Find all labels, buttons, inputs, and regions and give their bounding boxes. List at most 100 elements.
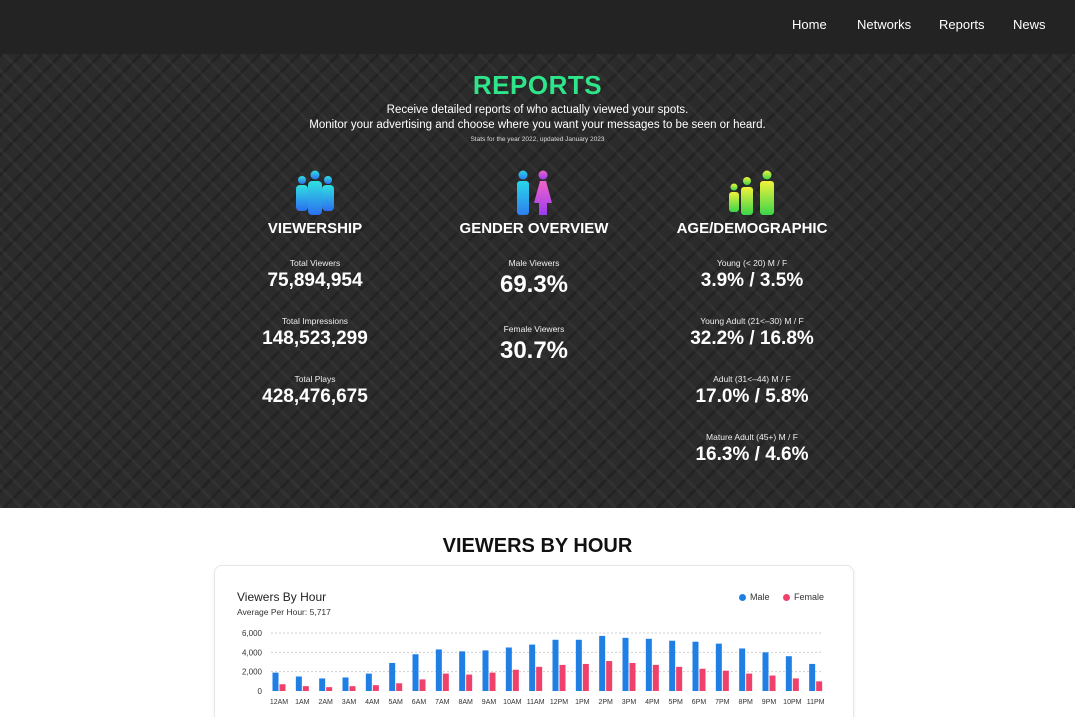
x-tick-label: 12PM — [550, 699, 568, 706]
stat-value: 148,523,299 — [262, 328, 368, 349]
bar-female-6am[interactable] — [419, 679, 426, 691]
stat-value: 30.7% — [499, 337, 569, 364]
bar-male-1am[interactable] — [295, 676, 302, 692]
bar-male-1pm[interactable] — [575, 639, 582, 691]
legend-female-label: Female — [794, 592, 825, 602]
bar-female-4pm[interactable] — [652, 664, 659, 691]
bar-male-6am[interactable] — [412, 654, 419, 691]
bar-male-3am[interactable] — [342, 677, 349, 691]
y-tick-label: 0 — [258, 687, 263, 696]
bar-male-12am[interactable] — [272, 672, 279, 691]
bar-female-9am[interactable] — [489, 672, 496, 691]
nav-home-link[interactable]: Home — [792, 17, 827, 32]
x-tick-label: 11AM — [527, 699, 545, 706]
x-tick-label: 6AM — [412, 699, 427, 706]
bar-male-7am[interactable] — [435, 649, 442, 691]
x-tick-label: 3PM — [622, 699, 637, 706]
x-tick-label: 5AM — [388, 699, 403, 706]
bar-male-6pm[interactable] — [692, 641, 699, 691]
x-tick-label: 2PM — [598, 699, 613, 706]
bar-female-4am[interactable] — [372, 685, 379, 691]
stat-value: 75,894,954 — [267, 270, 363, 291]
bar-male-3pm[interactable] — [622, 637, 629, 691]
x-tick-label: 4AM — [365, 699, 380, 706]
stat-value: 16.3% / 4.6% — [695, 444, 809, 465]
bar-female-7pm[interactable] — [722, 670, 729, 691]
bar-male-10am[interactable] — [505, 647, 512, 692]
bar-female-8pm[interactable] — [746, 673, 753, 691]
bar-female-1pm[interactable] — [582, 663, 589, 691]
chart-subtitle: Average Per Hour: 5,717 — [237, 607, 331, 617]
y-tick-label: 2,000 — [242, 668, 263, 677]
bar-male-5pm[interactable] — [669, 640, 676, 691]
stat-label: Total Viewers — [289, 258, 341, 268]
bar-male-11pm[interactable] — [809, 663, 816, 691]
nav-reports-link[interactable]: Reports — [939, 17, 985, 32]
legend-female[interactable]: Female — [783, 592, 824, 602]
bar-female-12pm[interactable] — [559, 664, 566, 691]
x-tick-label: 3AM — [342, 699, 357, 706]
bar-male-2pm[interactable] — [599, 635, 606, 691]
x-tick-label: 10AM — [503, 699, 521, 706]
reports-hero: REPORTS Receive detailed reports of who … — [0, 54, 1075, 508]
legend-male[interactable]: Male — [739, 592, 770, 602]
bar-female-5am[interactable] — [396, 683, 403, 691]
bar-female-12am[interactable] — [279, 684, 286, 691]
stat-value: 32.2% / 16.8% — [690, 328, 814, 349]
x-tick-label: 7PM — [715, 699, 730, 706]
bar-male-2am[interactable] — [319, 678, 326, 691]
viewers-by-hour-chart: 0 2,000 4,000 6,000 12AM 1AM 2AM 3AM 4AM 5AM 6AM 7A… — [242, 629, 825, 706]
y-tick-label: 4,000 — [242, 648, 263, 657]
bar-female-7am[interactable] — [442, 673, 449, 691]
stat-label: Young Adult (21<–30) M / F — [700, 316, 804, 326]
bar-female-1am[interactable] — [302, 686, 309, 691]
bar-male-5am[interactable] — [389, 662, 396, 691]
bar-male-4am[interactable] — [365, 673, 372, 691]
bar-female-8am[interactable] — [466, 674, 473, 691]
bar-male-9pm[interactable] — [762, 652, 769, 691]
bar-female-2pm[interactable] — [606, 661, 613, 691]
nav-news-link[interactable]: News — [1013, 17, 1046, 32]
top-navigation: Home Networks Reports News — [0, 0, 1075, 54]
bar-female-11am[interactable] — [536, 666, 543, 691]
bar-male-11am[interactable] — [529, 644, 536, 691]
bar-male-8pm[interactable] — [739, 648, 746, 691]
bar-female-10am[interactable] — [512, 669, 519, 691]
bar-male-8am[interactable] — [459, 651, 466, 691]
legend-female-dot — [783, 594, 790, 601]
x-tick-label: 8PM — [738, 699, 753, 706]
bar-male-10pm[interactable] — [785, 656, 792, 691]
bar-female-11pm[interactable] — [816, 681, 823, 691]
bar-female-6pm[interactable] — [699, 668, 706, 691]
x-tick-label: 5PM — [668, 699, 683, 706]
y-tick-label: 6,000 — [242, 629, 263, 638]
nav-networks-link[interactable]: Networks — [857, 17, 912, 32]
bar-female-9pm[interactable] — [769, 675, 776, 691]
x-tick-label: 9PM — [762, 699, 777, 706]
x-tick-label: 12AM — [270, 699, 288, 706]
bar-female-3pm[interactable] — [629, 662, 636, 691]
age-demographic-heading: AGE/DEMOGRAPHIC — [676, 220, 828, 237]
stat-value: 69.3% — [499, 271, 569, 298]
x-tick-label: 9AM — [482, 699, 497, 706]
legend-male-dot — [739, 594, 746, 601]
bar-female-5pm[interactable] — [676, 666, 683, 691]
stat-value: 3.9% / 3.5% — [700, 270, 804, 291]
bar-male-4pm[interactable] — [645, 638, 652, 691]
bar-male-9am[interactable] — [482, 650, 489, 691]
x-tick-label: 1AM — [295, 699, 310, 706]
x-tick-label: 11PM — [807, 699, 825, 706]
x-tick-label: 1PM — [575, 699, 590, 706]
bar-female-3am[interactable] — [349, 686, 356, 691]
bar-male-12pm[interactable] — [552, 639, 559, 691]
bar-male-7pm[interactable] — [715, 643, 722, 691]
stat-label: Male Viewers — [508, 258, 560, 268]
viewers-by-hour-heading: VIEWERS BY HOUR — [442, 535, 633, 557]
viewership-heading: VIEWERSHIP — [267, 220, 363, 237]
bar-female-10pm[interactable] — [792, 678, 799, 691]
bar-female-2am[interactable] — [326, 687, 333, 691]
hero-description-line-1: Receive detailed reports of who actually… — [386, 104, 689, 116]
stat-label: Adult (31<–44) M / F — [713, 374, 791, 384]
stat-value: 428,476,675 — [262, 386, 368, 407]
x-tick-label: 6PM — [692, 699, 707, 706]
